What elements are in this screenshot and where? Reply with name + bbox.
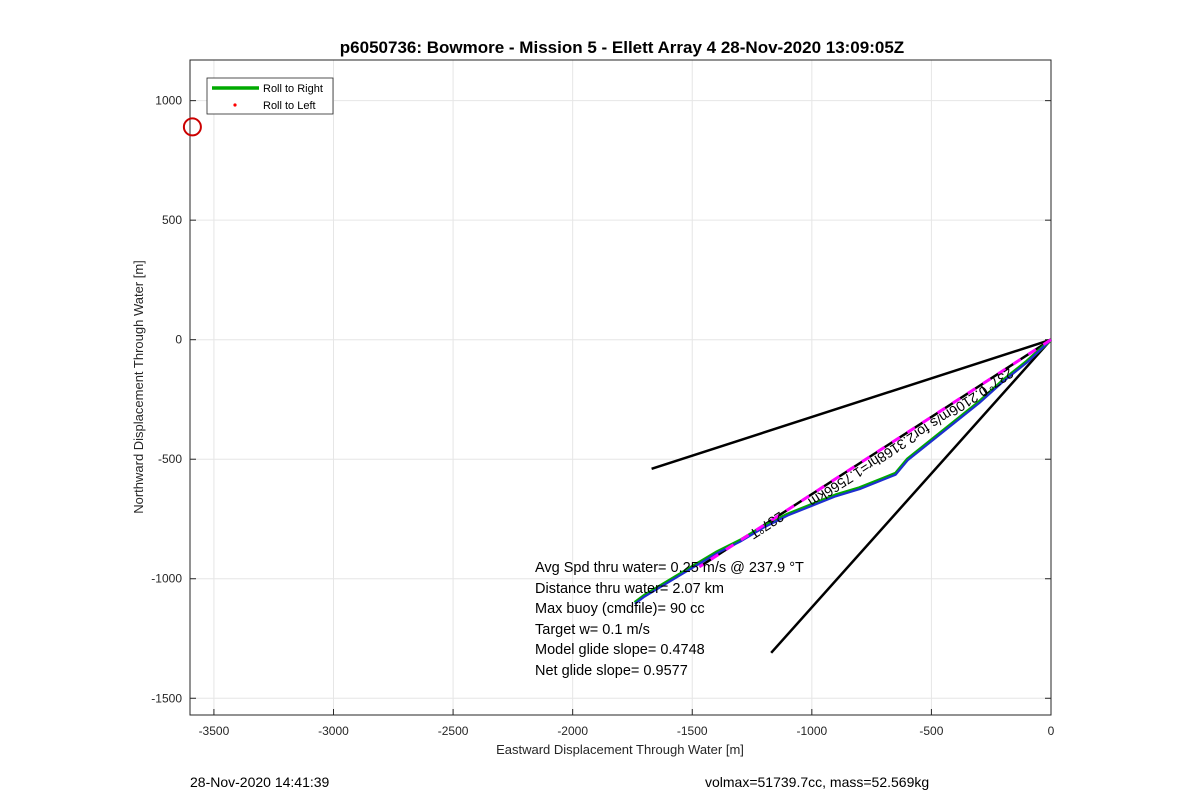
stat-avg-speed: Avg Spd thru water= 0.25 m/s @ 237.9 °T [535,560,804,576]
y-tick-label: 500 [162,213,182,227]
stat-net-glide-slope: Net glide slope= 0.9577 [535,663,688,679]
x-tick-label: -500 [919,724,943,738]
x-tick-label: -1500 [677,724,708,738]
legend: Roll to Right Roll to Left [206,77,334,115]
stat-target-w: Target w= 0.1 m/s [535,622,650,638]
x-axis-label: Eastward Displacement Through Water [m] [496,742,744,757]
x-tick-label: 0 [1048,724,1055,738]
x-tick-label: -3500 [199,724,230,738]
y-tick-label: -1500 [151,691,182,705]
marker-circle [182,117,202,137]
x-tick-label: -3000 [318,724,349,738]
y-tick-label: -500 [158,452,182,466]
magenta-dashed-line [698,338,1052,569]
x-tick-label: -2500 [438,724,469,738]
y-tick-label: 1000 [155,94,182,108]
ticks: -3500 -3000 -2500 -2000 -1500 -1000 -500 0 -1500… [151,94,1054,738]
series-track-blue [634,338,1052,605]
legend-roll-right-label: Roll to Right [263,83,323,95]
heading-line-1 [770,338,1052,654]
stat-distance: Distance thru water= 2.07 km [535,581,724,597]
y-tick-label: 0 [175,333,182,347]
stats-block: Avg Spd thru water= 0.25 m/s @ 237.9 °T … [535,560,804,679]
series-layer [182,117,1053,654]
y-tick-label: -1000 [151,572,182,586]
x-tick-label: -1000 [796,724,827,738]
footer-timestamp: 28-Nov-2020 14:41:39 [190,774,330,790]
footer-volmax-mass: volmax=51739.7cc, mass=52.569kg [705,774,930,790]
legend-roll-left-label: Roll to Left [263,100,316,112]
plot-frame [189,59,1052,716]
x-tick-label: -2000 [557,724,588,738]
stat-model-glide-slope: Model glide slope= 0.4748 [535,642,705,658]
heading-line-0 [651,338,1052,470]
chart-title: p6050736: Bowmore - Mission 5 - Ellett A… [340,38,904,57]
legend-roll-left-swatch [233,103,237,107]
legend-box [206,77,334,115]
stat-max-buoy: Max buoy (cmdfile)= 90 cc [535,601,705,617]
y-axis-label: Northward Displacement Through Water [m] [131,260,146,514]
